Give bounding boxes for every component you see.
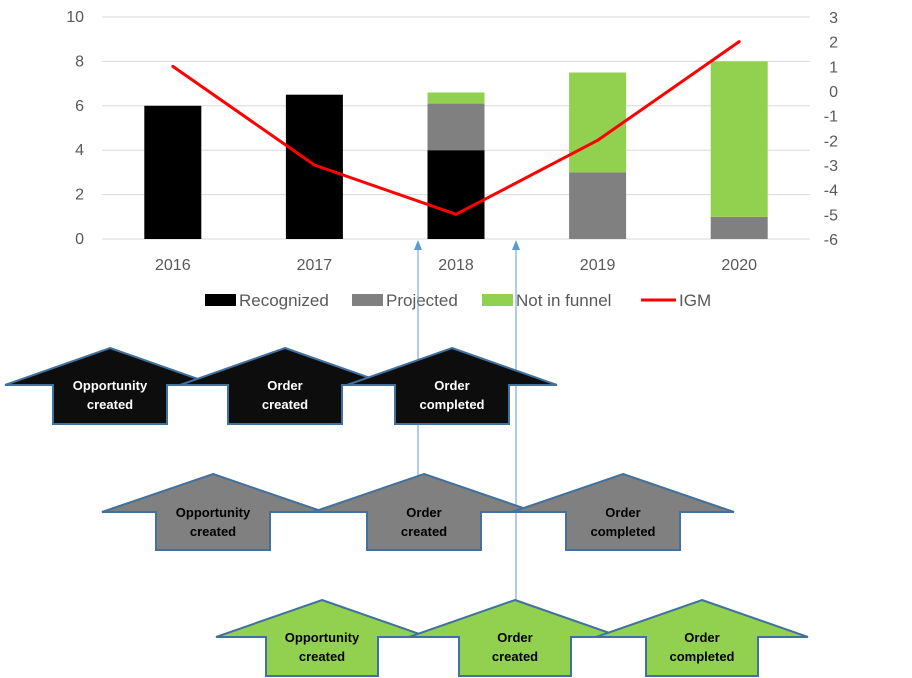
process-step-label: created xyxy=(401,524,447,539)
y-tick-label: 0 xyxy=(75,231,84,248)
bar-recognized xyxy=(144,105,202,239)
bar-recognized xyxy=(285,94,343,239)
process-step-label: created xyxy=(492,649,538,664)
igm-line-series xyxy=(171,40,741,216)
y-tick-label: 2 xyxy=(75,187,84,204)
process-step-label: Order xyxy=(406,505,441,520)
bar-not-in-funnel xyxy=(427,92,485,104)
process-step-label: completed xyxy=(590,524,655,539)
process-arrows: Opportunity created Order created Order compl… xyxy=(4,346,809,677)
y-tick-label: 10 xyxy=(66,9,84,26)
legend-swatch xyxy=(352,294,383,306)
igm-point xyxy=(596,138,600,142)
process-step-label: Order xyxy=(434,378,469,393)
y-tick-label: 4 xyxy=(75,142,84,159)
x-tick-label: 2017 xyxy=(297,257,333,274)
legend-swatch xyxy=(205,294,236,306)
connector-arrowhead xyxy=(512,240,520,250)
y2-tick-label: 3 xyxy=(829,10,838,27)
y2-tick-label: -6 xyxy=(824,232,838,249)
y2-tick-label: 0 xyxy=(829,84,838,101)
process-step-label: Order xyxy=(497,630,532,645)
legend-label: Not in funnel xyxy=(516,291,611,310)
process-step-label: Order xyxy=(684,630,719,645)
process-arrow-gray xyxy=(511,472,735,551)
process-step-label: created xyxy=(262,397,308,412)
process-step-label: created xyxy=(190,524,236,539)
bar-projected xyxy=(427,103,485,151)
process-step-label: Opportunity xyxy=(285,630,360,645)
process-step-label: Opportunity xyxy=(73,378,148,393)
process-step-label: completed xyxy=(669,649,734,664)
process-step-label: Order xyxy=(267,378,302,393)
bar-projected xyxy=(569,172,627,239)
bar-series xyxy=(144,61,768,239)
legend-label: IGM xyxy=(679,291,711,310)
x-tick-label: 2019 xyxy=(580,257,616,274)
y2-tick-label: 1 xyxy=(829,59,838,76)
bar-recognized xyxy=(427,150,485,239)
connector-arrowhead xyxy=(414,240,422,250)
y2-tick-label: -4 xyxy=(824,183,838,200)
x-axis-ticks: 2016 2017 2018 2019 2020 xyxy=(155,257,757,274)
process-step-label: Opportunity xyxy=(176,505,251,520)
y2-tick-label: -1 xyxy=(824,109,838,126)
igm-point xyxy=(312,163,316,167)
process-step-label: created xyxy=(87,397,133,412)
bar-projected xyxy=(710,216,768,239)
x-tick-label: 2018 xyxy=(438,257,474,274)
y-tick-label: 6 xyxy=(75,98,84,115)
legend-swatch xyxy=(482,294,513,306)
igm-point xyxy=(171,64,175,68)
y2-tick-label: -2 xyxy=(824,133,838,150)
left-axis-ticks: 0 2 4 6 8 10 xyxy=(66,9,84,248)
process-step-label: Order xyxy=(605,505,640,520)
process-arrow-green xyxy=(595,598,809,677)
process-step-label: completed xyxy=(419,397,484,412)
y2-tick-label: -5 xyxy=(824,207,838,224)
bar-not-in-funnel xyxy=(710,61,768,217)
x-tick-label: 2016 xyxy=(155,257,191,274)
legend-label: Recognized xyxy=(239,291,329,310)
igm-point xyxy=(737,40,741,44)
y2-tick-label: 2 xyxy=(829,35,838,52)
y2-tick-label: -3 xyxy=(824,158,838,175)
process-step-label: created xyxy=(299,649,345,664)
legend-label: Projected xyxy=(386,291,458,310)
igm-point xyxy=(454,212,458,216)
bar-not-in-funnel xyxy=(569,72,627,173)
chart-legend: Recognized Projected Not in funnel IGM xyxy=(205,291,711,310)
process-arrow-black xyxy=(346,346,558,425)
y-tick-label: 8 xyxy=(75,53,84,70)
right-axis-ticks: -6 -5 -4 -3 -2 -1 0 1 2 3 xyxy=(824,10,838,249)
x-tick-label: 2020 xyxy=(721,257,757,274)
